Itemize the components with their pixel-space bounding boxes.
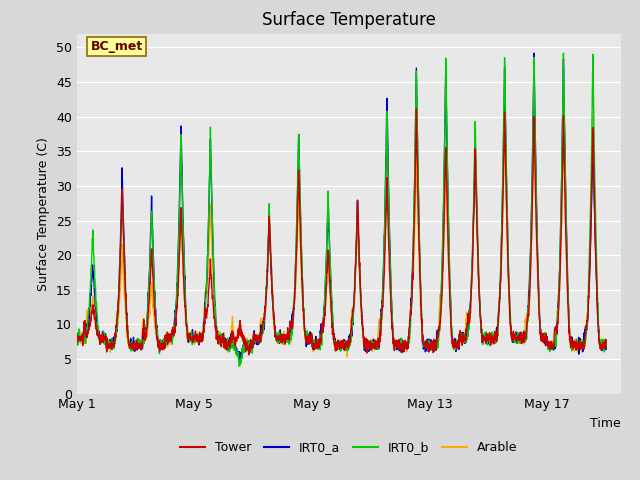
Text: BC_met: BC_met (90, 40, 143, 53)
Title: Surface Temperature: Surface Temperature (262, 11, 436, 29)
X-axis label: Time: Time (590, 417, 621, 430)
Y-axis label: Surface Temperature (C): Surface Temperature (C) (37, 137, 51, 290)
Legend: Tower, IRT0_a, IRT0_b, Arable: Tower, IRT0_a, IRT0_b, Arable (175, 436, 522, 459)
